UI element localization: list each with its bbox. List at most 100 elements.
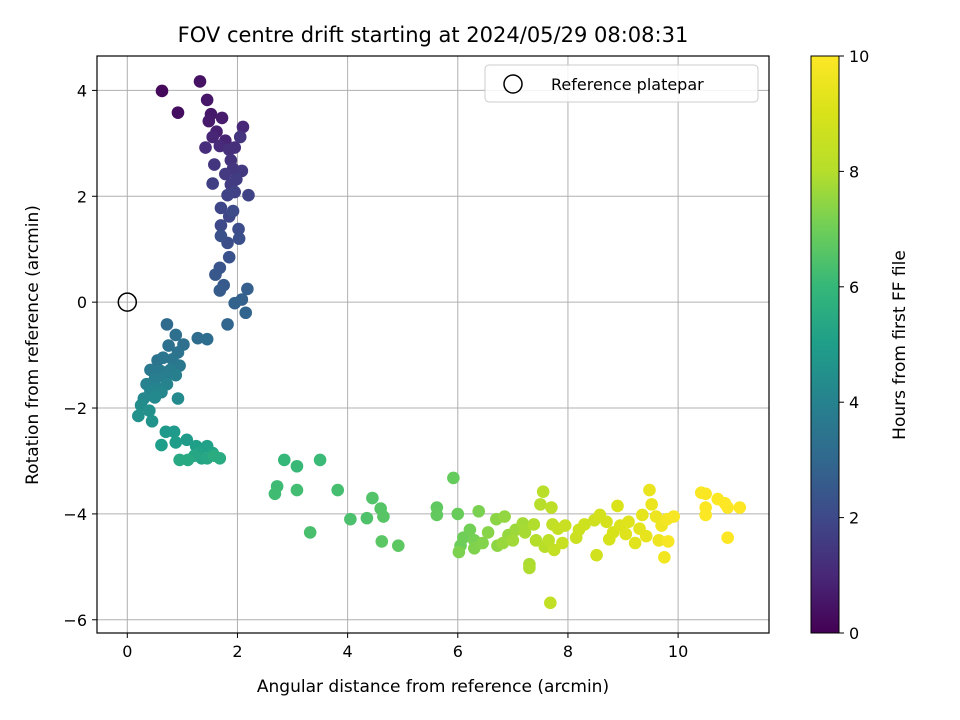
data-point — [148, 391, 162, 404]
colorbar-tick-label: 0 — [849, 624, 859, 643]
data-point — [375, 535, 389, 548]
data-point — [645, 498, 658, 511]
data-point — [628, 536, 642, 550]
data-point — [221, 318, 234, 331]
colorbar-tick-label: 4 — [849, 393, 859, 412]
data-point — [661, 535, 675, 548]
data-point — [191, 331, 205, 345]
data-point — [180, 433, 194, 447]
data-point — [155, 438, 168, 452]
x-tick-label: 6 — [453, 642, 463, 661]
data-point — [452, 545, 466, 559]
data-point — [233, 130, 247, 144]
data-point — [611, 499, 624, 513]
data-point — [213, 284, 227, 297]
data-point — [242, 188, 255, 202]
y-tick-label: −4 — [63, 505, 87, 524]
data-point — [391, 539, 405, 552]
data-point — [143, 404, 156, 417]
data-point — [219, 167, 232, 181]
data-point — [313, 453, 327, 467]
x-tick-label: 0 — [122, 642, 132, 661]
data-point — [156, 351, 170, 365]
data-point — [228, 296, 242, 310]
data-point — [545, 501, 558, 514]
data-point — [167, 425, 181, 439]
y-tick-label: −6 — [63, 611, 87, 630]
data-point — [451, 507, 465, 521]
data-point — [209, 268, 222, 281]
data-point — [496, 536, 510, 550]
data-point — [241, 282, 254, 296]
data-point — [155, 84, 169, 98]
data-point — [636, 508, 649, 522]
y-tick-label: −2 — [63, 399, 87, 418]
data-point — [193, 75, 207, 88]
x-tick-label: 10 — [668, 642, 688, 661]
data-point — [639, 529, 653, 543]
data-point — [199, 141, 212, 154]
data-point — [239, 306, 253, 320]
data-point — [206, 177, 219, 190]
data-point — [181, 453, 195, 467]
colorbar-tick-label: 10 — [849, 47, 869, 66]
data-point — [600, 515, 613, 529]
data-point — [221, 188, 234, 202]
data-point — [667, 510, 681, 523]
data-point — [290, 459, 304, 473]
scatter-points — [132, 75, 747, 610]
data-point — [447, 471, 460, 485]
data-point — [171, 106, 185, 119]
data-point — [162, 339, 175, 352]
data-point — [699, 501, 712, 514]
data-point — [643, 483, 656, 497]
data-point — [173, 359, 186, 372]
data-point — [556, 536, 569, 550]
data-point — [331, 483, 345, 497]
y-tick-label: 4 — [77, 81, 87, 100]
data-point — [202, 114, 216, 128]
data-point — [544, 596, 557, 610]
y-axis-label: Rotation from reference (arcmin) — [23, 205, 43, 485]
plot-frame — [96, 55, 770, 634]
data-point — [590, 548, 603, 562]
data-point — [649, 510, 663, 523]
data-point — [481, 526, 495, 539]
data-point — [214, 219, 228, 232]
data-point — [430, 508, 444, 522]
data-point — [169, 436, 183, 449]
x-tick-label: 4 — [343, 642, 353, 661]
data-point — [208, 449, 221, 462]
x-axis-label: Angular distance from reference (arcmin) — [257, 677, 609, 697]
data-point — [476, 536, 489, 550]
legend-box — [484, 64, 759, 103]
data-point — [463, 523, 477, 537]
colorbar-tick-label: 8 — [849, 162, 859, 181]
data-point — [721, 531, 734, 545]
data-point — [232, 232, 246, 245]
colorbar-tick-label: 2 — [849, 509, 859, 528]
data-point — [132, 409, 145, 423]
data-point — [558, 519, 572, 532]
data-point — [277, 453, 291, 467]
y-tick-label: 0 — [77, 293, 87, 312]
y-axis-ticks: −6 −4 −2 0 2 4 — [63, 81, 97, 630]
data-point — [200, 332, 214, 346]
data-point — [360, 511, 374, 525]
data-point — [721, 501, 734, 514]
data-point — [171, 392, 185, 405]
data-point — [523, 561, 536, 575]
data-point — [169, 328, 183, 342]
data-point — [208, 158, 221, 171]
data-point — [472, 504, 486, 518]
legend-entry: Reference platepar — [551, 75, 704, 94]
x-axis-ticks: 0 2 4 6 8 10 — [122, 633, 688, 661]
data-point — [527, 518, 541, 531]
legend-marker — [503, 74, 523, 94]
legend: Reference platepar — [484, 64, 759, 103]
data-point — [733, 501, 747, 514]
data-point — [268, 487, 282, 501]
data-point — [366, 491, 379, 505]
reference-marker — [117, 292, 138, 312]
